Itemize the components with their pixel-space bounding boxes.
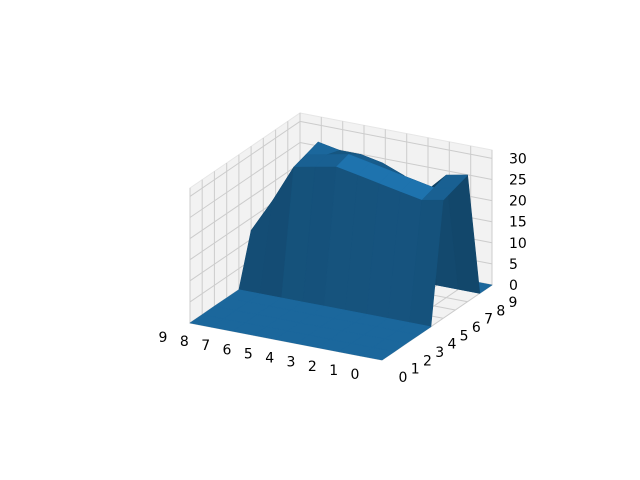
surface-patch (360, 347, 395, 361)
x-tick-label: 6 (223, 342, 232, 358)
x-tick-label: 2 (308, 359, 317, 375)
grid-line-z-side (189, 163, 301, 240)
y-tick-label: 7 (484, 312, 493, 328)
x-tick-label: 1 (329, 363, 338, 379)
y-tick-label: 9 (509, 295, 518, 311)
x-tick-label: 5 (244, 346, 253, 362)
y-tick-label: 2 (423, 353, 432, 369)
y-tick-label: 0 (399, 370, 408, 386)
grid-line-z-back (299, 120, 493, 159)
x-tick-label: 9 (159, 330, 168, 346)
grid-line-z-side (189, 120, 301, 197)
x-tick-label: 7 (201, 338, 210, 354)
y-tick-label: 6 (472, 320, 481, 336)
z-tick-label: 30 (509, 151, 527, 167)
grid-line-z-side (189, 142, 301, 218)
z-tick-label: 25 (509, 173, 527, 189)
z-tick-label: 5 (509, 257, 518, 273)
z-tick-label: 10 (509, 236, 527, 252)
y-tick-label: 8 (496, 303, 505, 319)
x-tick-label: 3 (287, 355, 296, 371)
y-tick-label: 3 (435, 345, 444, 361)
y-tick-label: 4 (447, 337, 456, 353)
x-tick-label: 0 (351, 367, 360, 383)
x-tick-label: 4 (265, 351, 274, 367)
y-tick-label: 5 (460, 328, 469, 344)
z-tick-label: 20 (509, 194, 527, 210)
x-tick-label: 8 (180, 334, 189, 350)
y-tick-label: 1 (411, 362, 420, 378)
z-tick-label: 0 (509, 278, 518, 294)
z-tick-label: 15 (509, 215, 527, 231)
surface-plot (189, 141, 493, 361)
